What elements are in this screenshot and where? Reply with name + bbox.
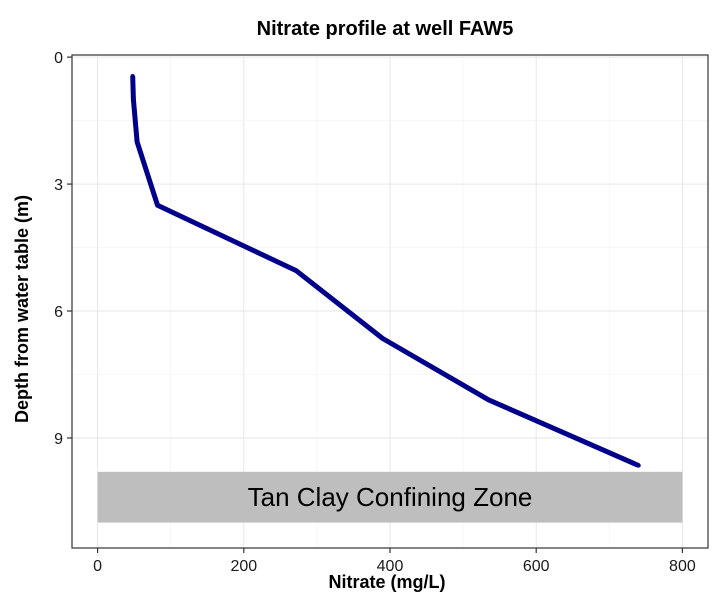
series-layer [130, 73, 641, 468]
y-tick-label: 0 [54, 50, 63, 67]
data-point [294, 268, 299, 274]
x-tick-label: 0 [93, 558, 102, 575]
x-tick-label: 200 [230, 558, 257, 575]
x-tick-label: 400 [377, 558, 404, 575]
data-point [155, 203, 160, 208]
y-tick-label: 3 [54, 177, 63, 194]
annotations: Tan Clay Confining Zone [97, 471, 683, 523]
chart-title: Nitrate profile at well FAW5 [257, 18, 514, 40]
data-point [131, 97, 136, 102]
data-point [636, 463, 641, 468]
x-axis-title: Nitrate (mg/L) [329, 572, 446, 592]
data-point [130, 73, 135, 79]
nitrate-profile-line [130, 76, 640, 468]
y-axis: 0 3 6 9 [54, 50, 72, 448]
data-point [486, 397, 491, 403]
y-tick-label: 6 [54, 304, 63, 321]
x-axis: 0 200 400 600 800 [93, 548, 696, 575]
confining-zone-band [97, 471, 683, 523]
data-point [134, 139, 140, 144]
x-tick-label: 800 [669, 558, 696, 575]
y-tick-label: 9 [54, 431, 63, 448]
data-point [380, 336, 385, 341]
y-axis-title: Depth from water table (m) [12, 195, 32, 423]
grid [72, 55, 708, 548]
x-tick-label: 600 [523, 558, 550, 575]
confining-zone-label: Tan Clay Confining Zone [248, 482, 533, 512]
